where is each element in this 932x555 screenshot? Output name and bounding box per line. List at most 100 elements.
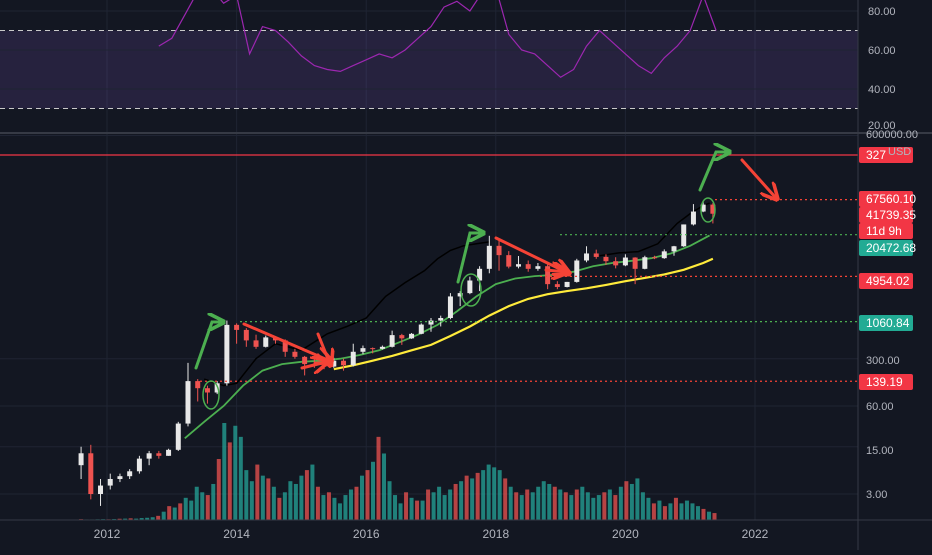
volume-bar — [475, 472, 480, 520]
trend-arrow — [194, 322, 222, 370]
volume-histogram — [79, 423, 717, 520]
candle-body — [457, 293, 463, 297]
time-tick-label: 2012 — [94, 527, 121, 541]
candle-body — [535, 266, 541, 269]
candle — [78, 446, 84, 479]
candle-body — [253, 340, 259, 347]
volume-bar — [701, 508, 706, 520]
volume-bar — [134, 518, 139, 520]
price-tag — [859, 374, 913, 390]
price-tick-label: 600000.00 — [866, 129, 918, 141]
candle — [671, 245, 677, 256]
volume-bar — [431, 492, 436, 520]
candle-body — [447, 296, 453, 318]
candle-body — [146, 453, 152, 459]
candle — [690, 204, 696, 226]
volume-bar — [552, 486, 557, 520]
candle — [515, 256, 521, 269]
rsi-panel[interactable] — [0, 0, 932, 134]
volume-bar — [321, 495, 326, 520]
price-tag — [859, 273, 913, 289]
candle-body — [331, 360, 337, 367]
drawing-annotations[interactable] — [0, 152, 858, 410]
volume-bar — [690, 503, 695, 520]
candle-body — [243, 329, 249, 341]
volume-bar — [673, 497, 678, 520]
volume-bar — [712, 513, 717, 520]
candle — [632, 257, 638, 285]
volume-bar — [514, 492, 519, 520]
candle — [98, 478, 104, 506]
rsi-tick-label: 40.00 — [868, 84, 896, 96]
volume-bar — [393, 495, 398, 520]
volume-bar — [464, 475, 469, 520]
volume-bar — [150, 517, 155, 520]
volume-bar — [266, 478, 271, 520]
volume-bar — [139, 518, 144, 520]
price-tag — [859, 315, 913, 331]
volume-bar — [249, 481, 254, 520]
volume-bar — [437, 486, 442, 520]
candle — [136, 455, 142, 474]
candle — [166, 448, 172, 456]
candle-body — [292, 351, 298, 357]
trend-arrow — [300, 362, 326, 368]
candle — [681, 224, 687, 247]
candle-body — [622, 257, 628, 266]
candle-body — [564, 281, 570, 287]
volume-bar — [679, 503, 684, 520]
volume-bar — [304, 470, 309, 520]
volume-bar — [194, 486, 199, 520]
candle — [545, 264, 551, 290]
candle-body — [175, 423, 181, 450]
trend-arrow — [698, 152, 728, 192]
candle-body — [642, 257, 648, 269]
candle — [370, 347, 376, 354]
candle-body — [545, 266, 551, 285]
volume-bar — [238, 436, 243, 520]
volume-bar — [282, 492, 287, 520]
volume-bar — [613, 495, 618, 520]
rsi-panel-bg — [0, 0, 932, 133]
volume-bar — [530, 492, 535, 520]
volume-bar — [216, 459, 221, 520]
candle-body — [302, 356, 308, 365]
price-axis[interactable]: 80.00 60.00 40.00 20.00 327 67560.10 41739.35 1… — [859, 6, 918, 501]
volume-bar — [684, 500, 689, 520]
volume-bar — [376, 436, 381, 520]
volume-bar — [227, 442, 232, 520]
candle-body — [613, 261, 619, 266]
price-tag-label: 139.19 — [866, 375, 903, 389]
rsi-line — [158, 0, 717, 79]
candle — [243, 328, 249, 347]
candle — [584, 246, 590, 263]
candle — [350, 343, 356, 367]
candle-body — [360, 348, 366, 352]
volume-bar — [486, 464, 491, 520]
candle — [224, 320, 230, 386]
candle — [185, 362, 191, 427]
candle — [253, 334, 259, 349]
candle — [263, 335, 269, 348]
price-tag-label: 327 — [866, 148, 886, 162]
time-tick-label: 2016 — [353, 527, 380, 541]
candle — [710, 203, 716, 224]
volume-bar — [503, 478, 508, 520]
candle-body — [515, 264, 521, 267]
candlestick-series[interactable] — [78, 200, 716, 506]
volume-bar — [348, 489, 353, 520]
volume-bar — [569, 495, 574, 520]
volume-bar — [354, 486, 359, 520]
moving-averages — [184, 202, 714, 439]
volume-bar — [156, 515, 161, 520]
candle-body — [166, 449, 172, 456]
candle-body — [671, 246, 677, 252]
candle-body — [584, 253, 590, 261]
candle — [661, 249, 667, 259]
volume-bar — [205, 495, 210, 520]
candle-body — [263, 337, 269, 347]
candle — [302, 355, 308, 376]
